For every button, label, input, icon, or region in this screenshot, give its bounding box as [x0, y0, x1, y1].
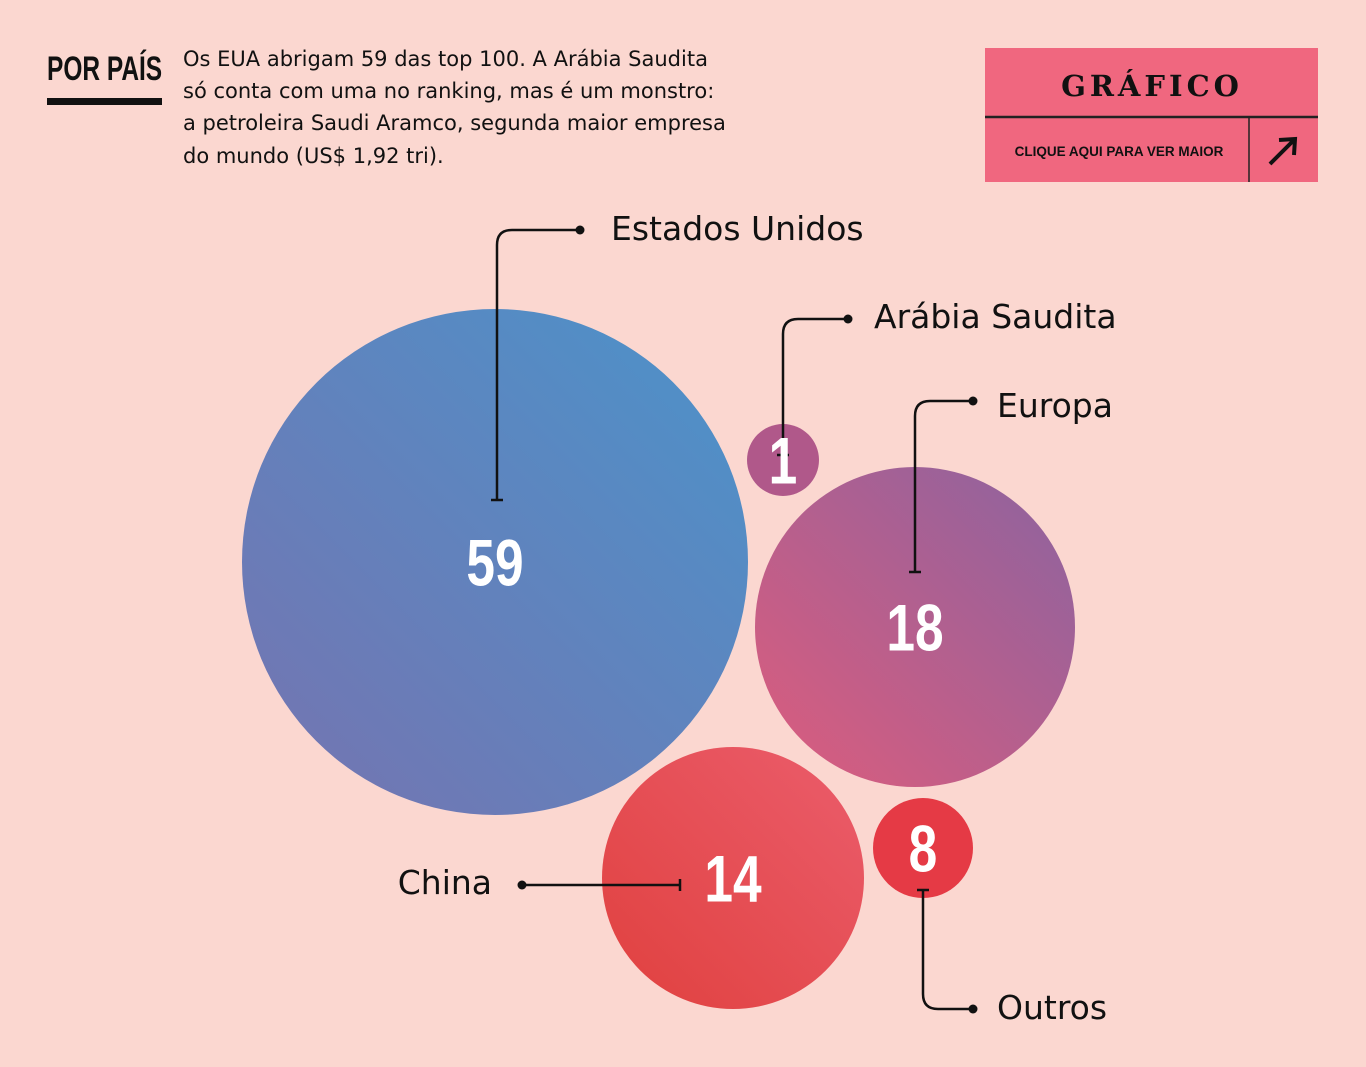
description-line: a petroleira Saudi Aramco, segunda maior…	[183, 111, 726, 135]
section-tag: POR PAÍS	[47, 49, 162, 88]
arrow-icon[interactable]	[1268, 136, 1298, 166]
category-label: China	[398, 863, 492, 902]
category-label: Europa	[997, 386, 1113, 425]
bubble	[747, 424, 819, 496]
connector	[909, 399, 973, 574]
bubble	[242, 309, 748, 815]
bubble	[873, 798, 973, 898]
category-label: Arábia Saudita	[874, 297, 1117, 336]
tag-underline	[47, 98, 162, 105]
connector-dot	[517, 880, 527, 890]
category-label: Outros	[997, 988, 1107, 1027]
bubble	[755, 467, 1075, 787]
bubble-value: 8	[909, 811, 938, 886]
bubble-chart: 59 Estados Unidos 1 Arábia Saudita 18 Europa 1…	[242, 209, 1117, 1027]
tag-wrap: POR PAÍS	[47, 49, 162, 88]
bubble-value: 14	[704, 841, 761, 916]
button-title[interactable]: GRÁFICO	[1061, 68, 1243, 103]
chart-button[interactable]: GRÁFICO CLIQUE AQUI PARA VER MAIOR	[985, 48, 1318, 182]
connector	[491, 228, 580, 502]
bubble-value: 18	[886, 590, 943, 665]
bubble-value: 1	[769, 423, 798, 498]
connector-dot	[968, 396, 978, 406]
connector	[777, 317, 848, 457]
bubble-value: 59	[466, 525, 523, 600]
connector-dot	[843, 314, 853, 324]
connector	[917, 888, 973, 1011]
button-link[interactable]: CLIQUE AQUI PARA VER MAIOR	[1015, 144, 1224, 159]
category-label: Estados Unidos	[611, 209, 864, 248]
bubble	[602, 747, 864, 1009]
connector-dot	[968, 1004, 978, 1014]
connector-dot	[575, 225, 585, 235]
description-line: só conta com uma no ranking, mas é um mo…	[183, 79, 714, 103]
description-line: Os EUA abrigam 59 das top 100. A Arábia …	[183, 47, 708, 71]
connector	[522, 879, 682, 891]
description-line: do mundo (US$ 1,92 tri).	[183, 144, 444, 168]
button-bg[interactable]	[985, 48, 1318, 182]
